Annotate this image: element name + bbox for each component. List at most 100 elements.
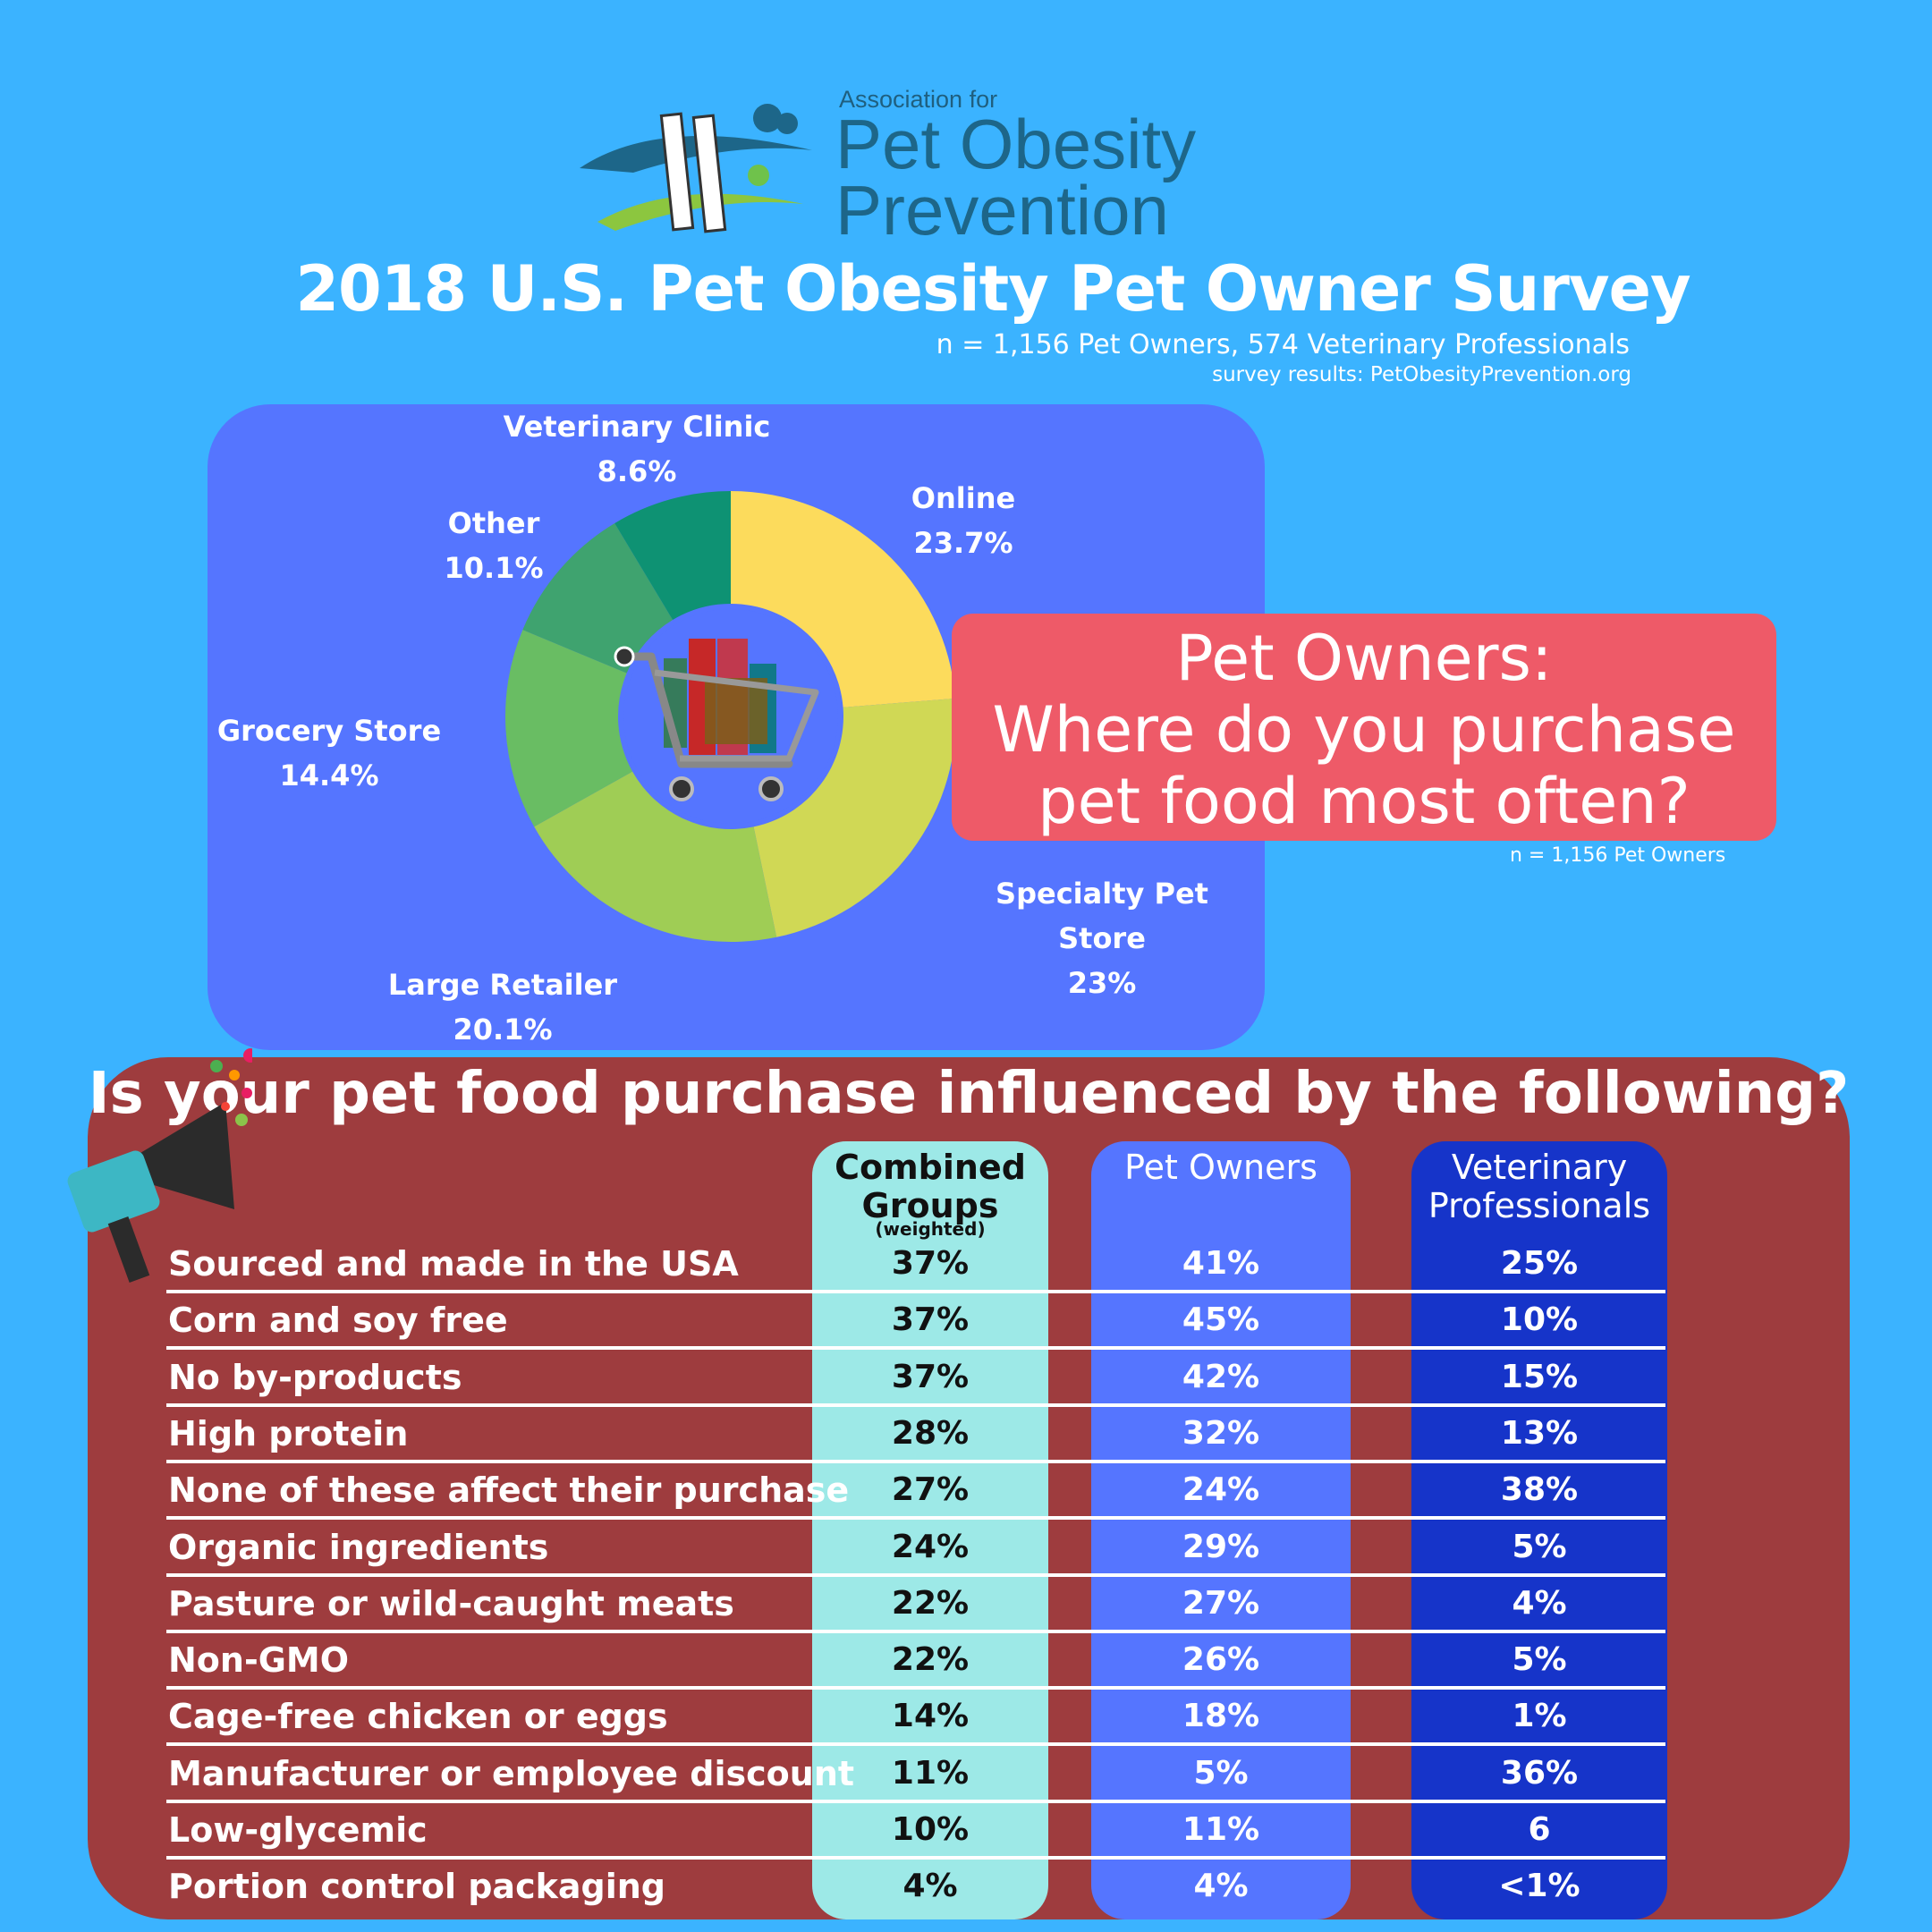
cell-owners: 24% [1182,1471,1260,1509]
cell-owners: 11% [1182,1811,1260,1848]
donut-slice-large-retailer [534,771,777,942]
logo-association-text: Association for [839,86,998,113]
cell-combined: 28% [891,1414,970,1452]
slice-label-specialty-pet-store: Specialty Pet Store 23% [996,877,1208,1000]
row-divider [166,1459,1665,1463]
row-label: High protein [168,1413,409,1453]
cell-owners: 32% [1182,1414,1260,1452]
donut-slice-specialty-pet-store [753,698,956,937]
row-label: Sourced and made in the USA [168,1244,739,1284]
question-line-3: pet food most often? [1038,765,1690,838]
cell-owners: 29% [1182,1528,1260,1565]
row-label: Manufacturer or employee discount [168,1753,855,1793]
row-label: Non-GMO [168,1640,350,1681]
table-row: Organic ingredients 24% 29% 5% [166,1521,1665,1577]
question-callout: Pet Owners: Where do you purchase pet fo… [952,614,1776,841]
table-title: Is your pet food purchase influenced by … [88,1061,1850,1127]
cell-combined: 14% [891,1698,970,1735]
cell-combined: 37% [891,1301,970,1339]
cell-owners: 42% [1182,1358,1260,1395]
row-label: No by-products [168,1357,462,1397]
donut-chart [505,491,956,942]
donut-slice-veterinary-clinic [614,491,731,620]
row-divider [166,1799,1665,1803]
cell-owners: 45% [1182,1301,1260,1339]
logo-mark [580,104,812,233]
cell-combined: 37% [891,1245,970,1282]
megaphone-icon [67,1048,252,1283]
question-line-2: Where do you purchase [992,693,1736,767]
cell-combined: 22% [891,1584,970,1622]
row-label: Portion control packaging [168,1867,665,1907]
cell-vets: 38% [1500,1471,1579,1509]
column-combined-bg [812,1141,1048,1919]
table-row: Portion control packaging 4% 4% <1% [166,1860,1665,1916]
table-row: None of these affect their purchase 27% 24… [166,1464,1665,1521]
table-row: High protein 28% 32% 13% [166,1408,1665,1463]
table-row: Non-GMO 22% 26% 5% [166,1634,1665,1690]
cell-vets: 25% [1500,1245,1579,1282]
column-owners-bg [1091,1141,1351,1919]
table-row: Sourced and made in the USA 37% 41% 25% [166,1238,1665,1293]
cell-vets: 6 [1528,1811,1551,1848]
cell-owners: 27% [1182,1584,1260,1622]
cell-owners: 18% [1182,1698,1260,1735]
cell-owners: 26% [1182,1641,1260,1679]
row-divider [166,1516,1665,1521]
logo-name-line2: Prevention [835,171,1169,250]
question-sample-size: n = 1,156 Pet Owners [1510,844,1726,867]
donut-slice-online [731,491,956,708]
cell-vets: 4% [1512,1584,1567,1622]
table-row: Corn and soy free 37% 45% 10% [166,1294,1665,1351]
row-divider [166,1402,1665,1407]
row-label: Low-glycemic [168,1810,428,1850]
cell-vets: 5% [1512,1641,1567,1679]
slice-label-other: Other 10.1% [444,506,544,585]
row-divider [166,1346,1665,1351]
column-header-combined: Combined Groups [835,1148,1026,1225]
column-vets-bg [1411,1141,1667,1919]
row-label: None of these affect their purchase [168,1470,850,1511]
row-label: Cage-free chicken or eggs [168,1697,668,1737]
table-row: Manufacturer or employee discount 11% 5% 36… [166,1748,1665,1803]
cell-combined: 37% [891,1358,970,1395]
donut-chart-panel: Online 23.7% Specialty Pet Store 23% Large… [208,404,1265,1050]
column-header-owners: Pet Owners [1124,1148,1318,1187]
table-row: Pasture or wild-caught meats 22% 27% 4% [166,1578,1665,1633]
cell-vets: <1% [1498,1868,1580,1905]
question-line-1: Pet Owners: [1175,622,1553,695]
cell-combined: 24% [891,1528,970,1565]
cell-combined: 27% [891,1471,970,1509]
cell-combined: 22% [891,1641,970,1679]
slice-label-online: Online 23.7% [911,481,1016,560]
logo-name-line1: Pet Obesity [835,105,1197,183]
cell-vets: 36% [1500,1754,1579,1792]
row-divider [166,1572,1665,1577]
cell-combined: 10% [891,1811,970,1848]
shopping-cart-icon [614,609,838,824]
page-title: 2018 U.S. Pet Obesity Pet Owner Survey [295,252,1690,326]
cell-vets: 5% [1512,1528,1567,1565]
table-row: Cage-free chicken or eggs 14% 18% 1% [166,1690,1665,1747]
row-label: Pasture or wild-caught meats [168,1583,734,1623]
cell-combined: 4% [902,1868,958,1905]
cell-vets: 15% [1500,1358,1579,1395]
sample-size-note: n = 1,156 Pet Owners, 574 Veterinary Pro… [936,329,1630,360]
column-header-vets: Veterinary Professionals [1428,1148,1651,1225]
donut-slice-other [522,522,674,674]
row-label: Organic ingredients [168,1527,549,1567]
cell-vets: 13% [1500,1414,1579,1452]
table-row: No by-products 37% 42% 15% [166,1352,1665,1407]
row-divider [166,1856,1665,1860]
table-row: Low-glycemic 10% 11% 6 [166,1804,1665,1860]
slice-label-large-retailer: Large Retailer 20.1% [387,968,618,1046]
row-divider [166,1742,1665,1747]
row-divider [166,1629,1665,1633]
column-header-combined-sub: (weighted) [875,1218,986,1240]
cell-owners: 5% [1193,1754,1249,1792]
survey-source-note: survey results: PetObesityPrevention.org [1212,363,1631,386]
cell-vets: 10% [1500,1301,1579,1339]
slice-label-grocery-store: Grocery Store 14.4% [216,714,442,792]
cell-owners: 4% [1193,1868,1249,1905]
slice-label-veterinary-clinic: Veterinary Clinic 8.6% [503,410,771,488]
